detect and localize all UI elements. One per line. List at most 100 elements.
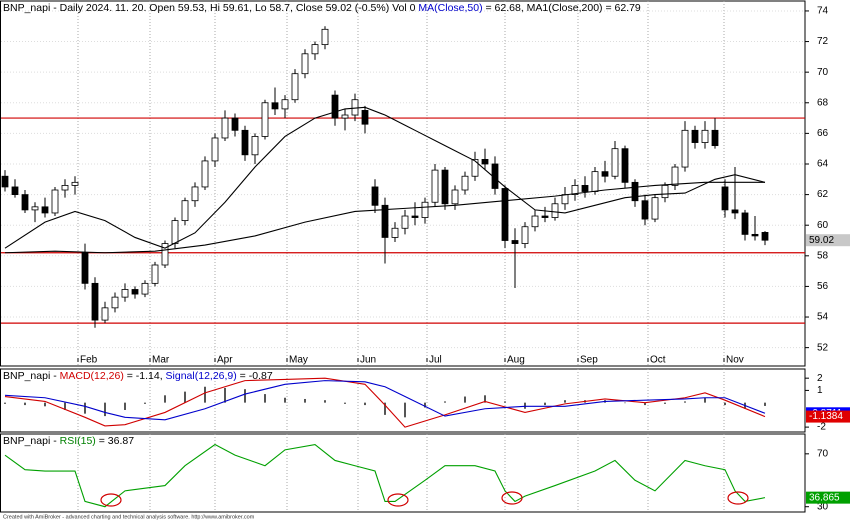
y-tick-label: 1 (817, 385, 823, 396)
candle-body (321, 28, 329, 46)
x-tick-label: Mar (152, 355, 170, 366)
candle-body (511, 240, 519, 244)
series-line (4, 380, 766, 421)
histogram-bar (684, 401, 686, 403)
header-part: = -1.14, (124, 370, 166, 382)
series-line (4, 443, 766, 508)
candle-body (111, 296, 119, 309)
candle-body (141, 282, 149, 295)
y-tick-label: 54 (817, 312, 829, 323)
header-part: = -0.87 (237, 370, 273, 382)
header-part: BNP_napi - (3, 435, 60, 447)
candle-body (451, 189, 459, 205)
candle-body (601, 171, 609, 177)
last-value-box (806, 491, 850, 504)
candle-body (21, 194, 29, 211)
candle-body (431, 169, 439, 203)
candle-body (301, 53, 309, 75)
candle-body (91, 282, 99, 321)
footer: Created with AmiBroker - advanced charti… (3, 514, 255, 520)
histogram-bar (104, 402, 106, 417)
histogram-bar (344, 402, 346, 404)
candle-body (481, 158, 489, 165)
y-tick-label: -2 (817, 422, 826, 433)
panel-header: BNP_napi - MACD(12,26) = -1.14, Signal(1… (3, 370, 273, 382)
candle-body (61, 185, 69, 191)
candle-body (201, 160, 209, 188)
candle-body (211, 137, 219, 162)
histogram-bar (704, 397, 706, 403)
histogram-bar (224, 387, 226, 403)
y-tick-label: 70 (817, 448, 829, 459)
candle-body (651, 197, 659, 220)
y-tick-label: 62 (817, 189, 829, 200)
candle-body (181, 200, 189, 222)
x-tick-label: Sep (580, 355, 598, 366)
candle-body (671, 166, 679, 186)
candle-body (341, 114, 349, 119)
candle-body (421, 201, 429, 218)
histogram-bar (204, 386, 206, 403)
histogram-bar (24, 402, 26, 406)
candle-body (371, 186, 379, 206)
header-part: RSI(15) (60, 435, 96, 447)
candle-body (101, 307, 109, 321)
histogram-bar (124, 402, 126, 410)
candle-body (561, 194, 569, 205)
series-line (4, 181, 765, 254)
candle-body (681, 129, 689, 168)
candle-body (631, 181, 639, 202)
histogram-bar (524, 402, 526, 409)
last-value-label: 59.02 (809, 235, 834, 246)
y-tick-label: 72 (817, 36, 829, 47)
y-tick-label: 66 (817, 128, 829, 139)
histogram-bar (144, 402, 146, 404)
histogram-bar (44, 402, 46, 407)
y-tick-label: 68 (817, 97, 829, 108)
x-tick-label: Nov (726, 355, 744, 366)
histogram-bar (624, 402, 626, 404)
histogram-bar (664, 402, 666, 404)
series-line (4, 377, 766, 428)
candle-body (31, 206, 39, 211)
candle-body (261, 102, 269, 137)
candle-body (41, 206, 49, 214)
candle-body (311, 44, 319, 55)
histogram-bar (724, 402, 726, 406)
y-tick-label: 52 (817, 342, 829, 353)
candle-body (461, 175, 469, 191)
candle-body (661, 185, 669, 199)
last-value-label: 36.865 (809, 492, 840, 503)
histogram-bar (364, 402, 366, 406)
histogram-bar (564, 400, 566, 403)
rsi-annotations (100, 491, 749, 507)
x-tick-label: May (289, 355, 308, 366)
y-tick-label: 30 (817, 501, 829, 512)
candle-body (541, 215, 549, 218)
x-tick-label: Apr (217, 355, 233, 366)
histogram-bar (764, 402, 766, 406)
x-tick-label: Jul (429, 355, 442, 366)
candle-body (641, 200, 649, 220)
histogram-bar (504, 401, 506, 403)
histogram-bar (544, 402, 546, 406)
candle-body (751, 233, 759, 237)
candle-body (591, 171, 599, 192)
histogram-bar (464, 396, 466, 403)
y-tick-label: 56 (817, 281, 829, 292)
candle-body (531, 215, 539, 228)
histogram-bar (244, 389, 246, 403)
candle-body (331, 94, 339, 119)
histogram-bar (84, 402, 86, 414)
candle-body (271, 102, 279, 110)
annotation-ellipse (100, 493, 122, 507)
candle-body (611, 148, 619, 177)
candle-body (71, 181, 79, 186)
candle-body (711, 129, 719, 147)
histogram-bar (184, 391, 186, 403)
header-part: BNP_napi - (3, 370, 60, 382)
candle-body (551, 203, 559, 218)
candle-body (391, 227, 399, 238)
candle-body (121, 289, 129, 298)
